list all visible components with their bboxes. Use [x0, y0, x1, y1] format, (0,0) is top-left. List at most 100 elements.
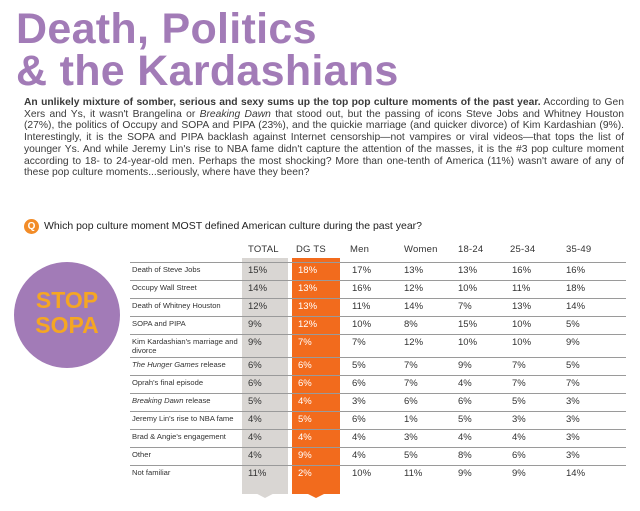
dgts-column-highlight — [292, 258, 340, 494]
question-text: Which pop culture moment MOST defined Am… — [44, 220, 422, 232]
table-cell: 12% — [248, 301, 268, 312]
column-header: Men — [350, 244, 370, 255]
row-label: Not familiar — [132, 468, 242, 477]
table-cell: 9% — [512, 468, 526, 479]
table-cell: 13% — [512, 301, 532, 312]
intro-body-italic: Breaking Dawn — [199, 108, 271, 120]
table-cell: 9% — [566, 337, 580, 348]
survey-question: Q Which pop culture moment MOST defined … — [24, 219, 624, 235]
row-label: Occupy Wall Street — [132, 283, 242, 292]
table-cell: 4% — [248, 414, 262, 425]
table-cell: 5% — [566, 360, 580, 371]
table-cell: 7% — [458, 301, 472, 312]
row-label: Other — [132, 450, 242, 459]
table-cell: 14% — [248, 283, 268, 294]
table-cell: 7% — [352, 337, 366, 348]
column-header: 25-34 — [510, 244, 536, 255]
row-label: Kim Kardashian's marriage and divorce — [132, 337, 242, 355]
column-header: 18-24 — [458, 244, 484, 255]
row-label-text: Occupy Wall Street — [132, 283, 197, 292]
table-cell: 18% — [298, 265, 318, 276]
table-row: Jeremy Lin's rise to NBA fame 4% 5% 6% 1% 5% 3… — [130, 411, 626, 430]
table-cell: 3% — [566, 450, 580, 461]
column-header: DG TS — [296, 244, 326, 255]
row-label-text: Oprah's final episode — [132, 378, 204, 387]
table-cell: 16% — [566, 265, 586, 276]
table-cell: 8% — [404, 319, 418, 330]
table-cell: 9% — [248, 319, 262, 330]
table-cell: 9% — [248, 337, 262, 348]
sopa-word: SOPA — [35, 312, 99, 338]
table-cell: 4% — [352, 450, 366, 461]
table-cell: 3% — [352, 396, 366, 407]
table-cell: 3% — [512, 414, 526, 425]
table-cell: 5% — [458, 414, 472, 425]
row-label-text: Kim Kardashian's marriage and divorce — [132, 337, 238, 355]
table-row: Occupy Wall Street 14% 13% 16% 12% 10% 11% 18% — [130, 280, 626, 299]
question-icon: Q — [24, 219, 39, 234]
table-cell: 4% — [458, 432, 472, 443]
row-label: Jeremy Lin's rise to NBA fame — [132, 414, 242, 423]
table-cell: 10% — [458, 337, 478, 348]
row-label: Breaking Dawn release — [132, 396, 242, 405]
intro-lead: An unlikely mixture of somber, serious a… — [24, 97, 541, 108]
table-cell: 5% — [566, 319, 580, 330]
page-title: Death, Politics & the Kardashians — [16, 5, 399, 93]
row-label-text: Other — [132, 450, 151, 459]
row-label: SOPA and PIPA — [132, 319, 242, 328]
table-row: SOPA and PIPA 9% 12% 10% 8% 15% 10% 5% — [130, 316, 626, 335]
table-cell: 4% — [298, 396, 312, 407]
table-cell: 4% — [512, 432, 526, 443]
table-cell: 12% — [298, 319, 318, 330]
table-cell: 9% — [458, 468, 472, 479]
table-cell: 10% — [458, 283, 478, 294]
table-cell: 7% — [566, 378, 580, 389]
title-line-1: Death, Politics — [16, 5, 317, 53]
table-cell: 11% — [248, 468, 267, 479]
intro-body-1: According to Gen Xers and Ys, it wasn't … — [24, 97, 624, 120]
table-cell: 14% — [566, 301, 586, 312]
table-cell: 13% — [404, 265, 424, 276]
table-cell: 3% — [566, 432, 580, 443]
stop-word: STOP — [35, 287, 99, 313]
column-header: 35-49 — [566, 244, 592, 255]
table-row: Death of Steve Jobs 15% 18% 17% 13% 13% 16% 16% — [130, 262, 626, 281]
table-cell: 3% — [566, 396, 580, 407]
table-cell: 4% — [458, 378, 472, 389]
table-cell: 2% — [298, 468, 312, 479]
table-row: Death of Whitney Houston 12% 13% 11% 14% 7% 13… — [130, 298, 626, 317]
total-column-highlight — [242, 258, 288, 494]
row-label-text: Death of Steve Jobs — [132, 265, 201, 274]
table-cell: 5% — [248, 396, 262, 407]
table-cell: 6% — [352, 378, 366, 389]
table-row: Brad & Angie's engagement 4% 4% 4% 3% 4% 4% 3% — [130, 429, 626, 448]
table-cell: 7% — [298, 337, 312, 348]
row-label-text: SOPA and PIPA — [132, 319, 186, 328]
table-cell: 6% — [298, 360, 312, 371]
table-cell: 7% — [404, 360, 418, 371]
table-cell: 12% — [404, 337, 424, 348]
table-cell: 5% — [298, 414, 312, 425]
table-cell: 6% — [298, 378, 312, 389]
table-cell: 9% — [458, 360, 472, 371]
table-cell: 6% — [512, 450, 526, 461]
column-header: Women — [404, 244, 438, 255]
row-label-text: release — [183, 396, 211, 405]
intro-paragraph: An unlikely mixture of somber, serious a… — [24, 97, 624, 179]
table-cell: 7% — [512, 360, 526, 371]
table-cell: 6% — [248, 378, 262, 389]
table-cell: 3% — [404, 432, 418, 443]
stop-sopa-badge: STOP SOPA — [14, 262, 120, 368]
table-cell: 5% — [512, 396, 526, 407]
row-label-text: Not familiar — [132, 468, 171, 477]
table-cell: 5% — [404, 450, 418, 461]
row-label-text: Death of Whitney Houston — [132, 301, 221, 310]
table-cell: 7% — [404, 378, 418, 389]
table-cell: 4% — [352, 432, 366, 443]
row-label: Brad & Angie's engagement — [132, 432, 242, 441]
table-cell: 16% — [512, 265, 532, 276]
table-cell: 13% — [298, 301, 318, 312]
table-cell: 7% — [512, 378, 526, 389]
table-cell: 15% — [248, 265, 268, 276]
table-cell: 6% — [458, 396, 472, 407]
